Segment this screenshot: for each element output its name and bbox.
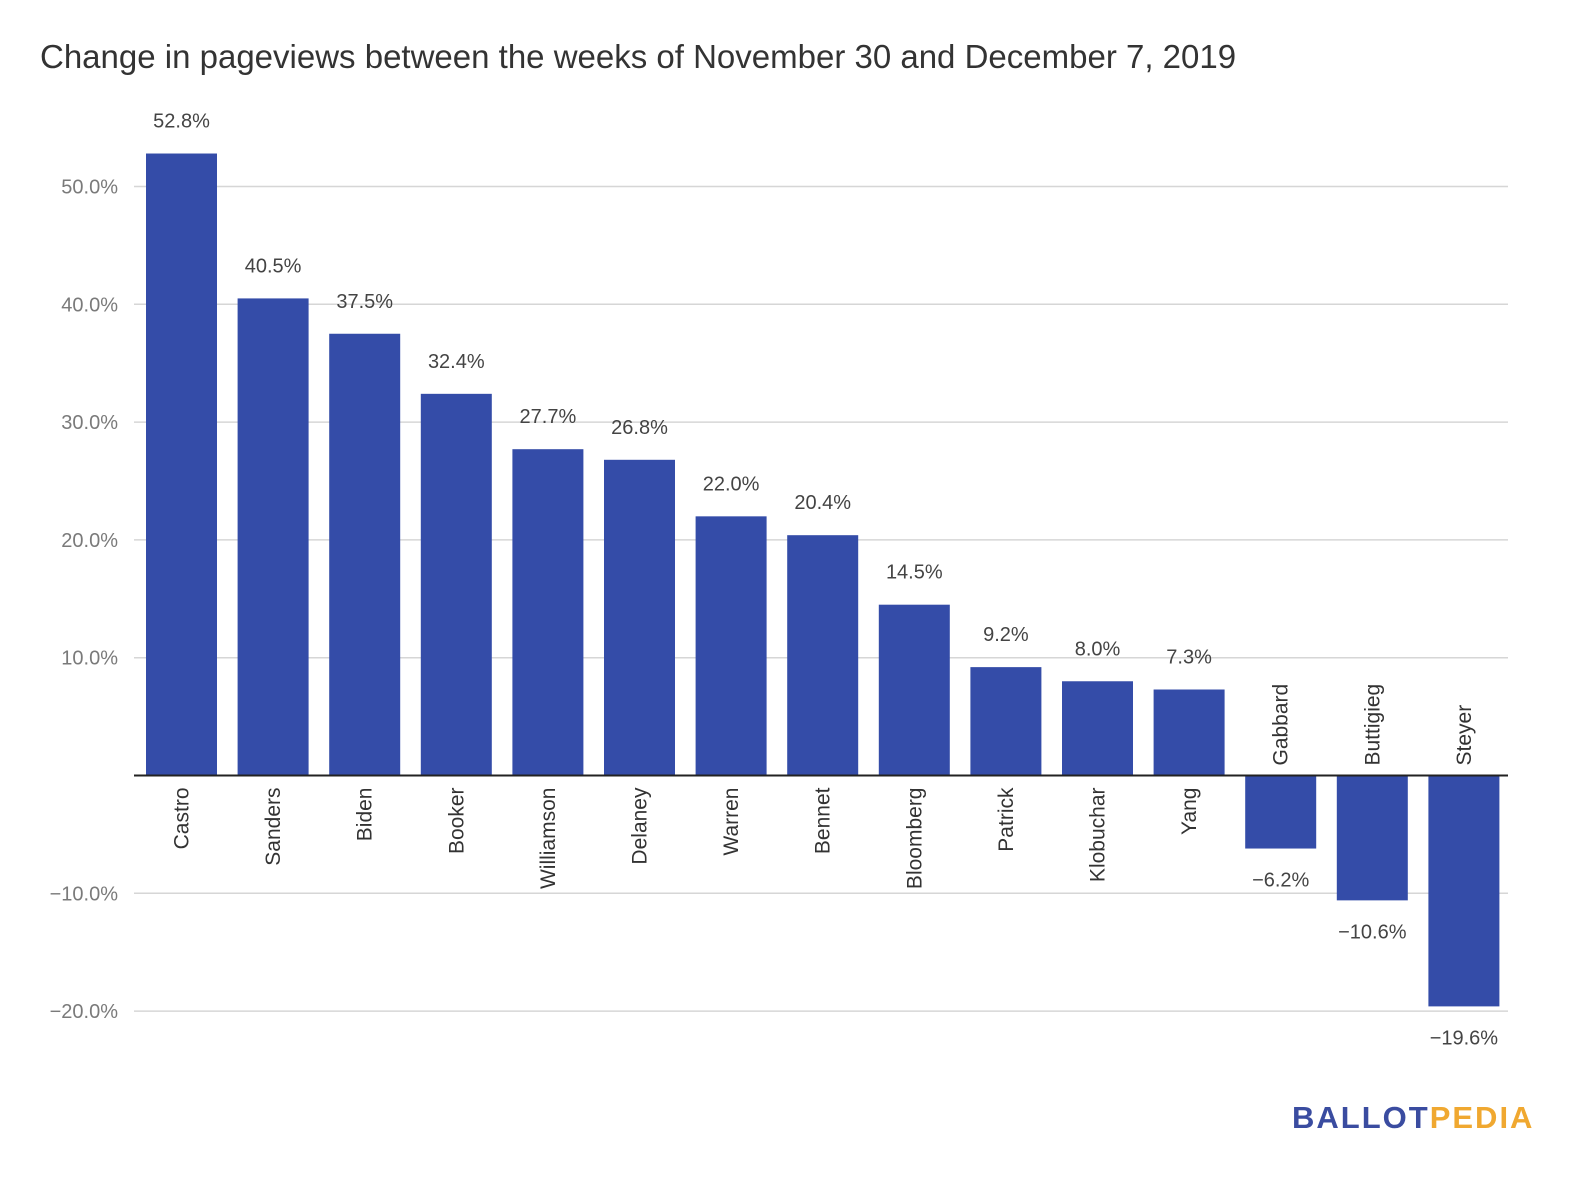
logo-part-ballot: BALLOT [1292, 1100, 1430, 1135]
category-label: Bennet [812, 787, 835, 854]
data-label: 32.4% [428, 351, 485, 373]
data-label: 52.8% [153, 111, 210, 133]
data-label: 8.0% [1075, 638, 1121, 660]
data-label: 14.5% [886, 562, 943, 584]
bar-biden [329, 333, 401, 776]
logo-part-pedia: PEDIA [1429, 1100, 1535, 1135]
bars [146, 153, 1500, 1007]
y-tick-label: 30.0% [61, 412, 118, 434]
data-label: −6.2% [1252, 870, 1309, 892]
bar-warren [695, 516, 767, 776]
data-label: 37.5% [336, 291, 393, 313]
chart-title: Change in pageviews between the weeks of… [40, 38, 1237, 75]
y-tick-label: 50.0% [61, 177, 118, 199]
category-labels: Castro Sanders Biden Booker Williamson Delane… [171, 684, 1476, 889]
category-label: Steyer [1453, 705, 1476, 766]
bar-patrick [970, 667, 1042, 776]
bar-williamson [512, 449, 584, 776]
y-tick-label: 10.0% [61, 648, 118, 670]
bar-castro [146, 153, 217, 776]
category-label: Booker [445, 788, 468, 855]
y-tick-label: −10.0% [50, 883, 119, 905]
data-label: −10.6% [1338, 921, 1407, 943]
category-label: Sanders [262, 788, 285, 866]
bar-sanders [237, 298, 309, 776]
y-tick-label: 20.0% [61, 530, 118, 552]
bar-booker [420, 393, 492, 776]
bar-klobuchar [1062, 681, 1133, 776]
category-label: Klobuchar [1087, 787, 1110, 882]
category-label: Patrick [995, 787, 1018, 852]
bar-delaney [604, 459, 675, 776]
data-label: 26.8% [611, 417, 668, 439]
data-label: 40.5% [245, 255, 302, 277]
bar-steyer [1428, 775, 1500, 1007]
y-axis-tick-labels: 50.0% 40.0% 30.0% 20.0% 10.0% −10.0% −20.0% [50, 177, 119, 1024]
bar-bloomberg [878, 604, 950, 776]
y-tick-label: 40.0% [61, 294, 118, 316]
category-label: Williamson [537, 788, 560, 890]
bar-bennet [787, 535, 859, 776]
data-label: 20.4% [794, 492, 851, 514]
category-label: Buttigieg [1361, 684, 1384, 766]
category-label: Biden [354, 788, 377, 842]
bar-yang [1153, 689, 1225, 776]
category-label: Warren [720, 788, 743, 856]
category-label: Delaney [629, 787, 652, 865]
data-label: 27.7% [520, 406, 577, 428]
data-label: 22.0% [703, 473, 760, 495]
bar-gabbard [1245, 775, 1317, 849]
data-label: −19.6% [1430, 1027, 1499, 1049]
data-label: 7.3% [1166, 647, 1212, 669]
data-labels: 52.8% 40.5% 37.5% 32.4% 27.7% 26.8% 22.0% 20.4%… [153, 111, 1498, 1050]
ballotpedia-logo: BALLOTPEDIA [1292, 1100, 1534, 1136]
category-label: Castro [171, 788, 194, 850]
category-label: Bloomberg [903, 788, 926, 890]
category-label: Gabbard [1270, 684, 1293, 766]
data-label: 9.2% [983, 624, 1029, 646]
bar-buttigieg [1336, 775, 1408, 901]
y-tick-label: −20.0% [50, 1001, 119, 1023]
category-label: Yang [1178, 788, 1201, 836]
